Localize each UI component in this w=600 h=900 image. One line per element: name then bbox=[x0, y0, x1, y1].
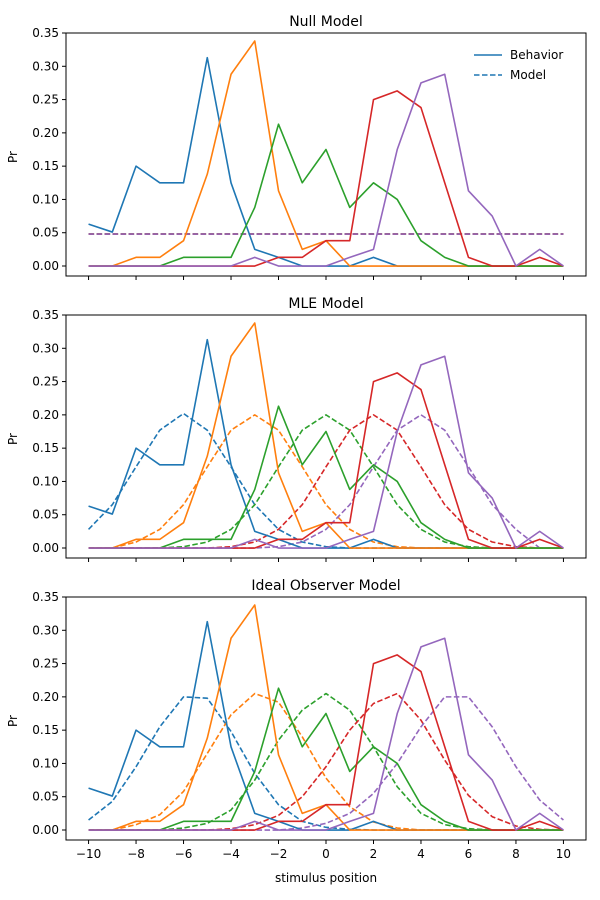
model-line-series-5 bbox=[88, 414, 564, 549]
behavior-line-series-5 bbox=[88, 637, 564, 831]
x-tick-label: 2 bbox=[370, 847, 378, 861]
y-tick-label: 0.30 bbox=[32, 341, 59, 355]
panel-mle-model: MLE Model Pr 0.00 0.05 0.10 0.15 0.20 0.25 0.3… bbox=[6, 296, 587, 562]
x-tick-label: −8 bbox=[127, 847, 145, 861]
tick-group: 0.00 0.05 0.10 0.15 0.20 0.25 0.30 0.35 bbox=[32, 26, 564, 280]
x-axis-label: stimulus position bbox=[275, 871, 377, 885]
x-tick-label: 4 bbox=[417, 847, 425, 861]
behavior-line-series-1 bbox=[88, 338, 564, 549]
panel-title: Null Model bbox=[289, 14, 363, 30]
x-tick-label: −2 bbox=[270, 847, 288, 861]
behavior-line-series-2 bbox=[88, 322, 564, 549]
y-tick-label: 0.00 bbox=[32, 823, 59, 837]
y-axis-label: Pr bbox=[6, 715, 20, 727]
tick-group: 0.00 0.05 0.10 0.15 0.20 0.25 0.30 0.35 bbox=[32, 308, 564, 562]
plot-frame bbox=[65, 596, 587, 841]
y-tick-label: 0.25 bbox=[32, 375, 59, 389]
model-line-series-2 bbox=[88, 414, 564, 549]
behavior-line-series-4 bbox=[88, 372, 564, 549]
panel-title: Ideal Observer Model bbox=[251, 578, 400, 594]
behavior-line-series-3 bbox=[88, 123, 564, 267]
y-tick-label: 0.30 bbox=[32, 623, 59, 637]
model-line-series-4 bbox=[88, 692, 564, 831]
panel-null-model: Null Model Pr 0.000.050.100.150.200.250.… bbox=[6, 14, 587, 280]
plot-frame bbox=[65, 314, 587, 559]
y-tick-label: 0.10 bbox=[32, 192, 59, 206]
behavior-line-series-3 bbox=[88, 687, 564, 831]
y-tick-label: 0.15 bbox=[32, 723, 59, 737]
x-tick-label: 6 bbox=[465, 847, 473, 861]
behavior-line-series-4 bbox=[88, 654, 564, 831]
x-tick-label: 10 bbox=[556, 847, 571, 861]
model-line-series-1 bbox=[87, 412, 564, 549]
y-tick-label: 0.15 bbox=[32, 159, 59, 173]
y-tick-label: 0.25 bbox=[32, 657, 59, 671]
x-tick-label: −6 bbox=[175, 847, 193, 861]
x-tick-label: −10 bbox=[76, 847, 101, 861]
behavior-line-series-5 bbox=[88, 355, 564, 549]
legend-label-model: Model bbox=[510, 68, 546, 82]
model-line-series-3 bbox=[88, 414, 564, 549]
y-tick-label: 0.25 bbox=[32, 93, 59, 107]
series-lines bbox=[88, 40, 564, 267]
x-tick-label: 0 bbox=[322, 847, 330, 861]
y-tick-label: 0.30 bbox=[32, 59, 59, 73]
series-lines bbox=[87, 322, 564, 549]
legend: Behavior Model bbox=[474, 48, 563, 82]
y-tick-label: 0.05 bbox=[32, 226, 59, 240]
y-tick-label: 0.20 bbox=[32, 408, 59, 422]
y-tick-label: 0.10 bbox=[32, 756, 59, 770]
y-axis-label: Pr bbox=[6, 151, 20, 163]
panel-ideal-observer-model: Ideal Observer Model Pr 0.00 0.05 0.10 0.15… bbox=[6, 578, 587, 885]
tick-group: 0.00 0.05 0.10 0.15 0.20 0.25 0.30 0.35 −10 −8 −6 −… bbox=[32, 590, 571, 861]
y-tick-label: 0.35 bbox=[32, 308, 59, 322]
model-line-series-1 bbox=[88, 696, 564, 831]
behavior-line-series-3 bbox=[88, 405, 564, 549]
y-tick-label: 0.00 bbox=[32, 541, 59, 555]
y-tick-label: 0.05 bbox=[32, 508, 59, 522]
x-tick-label: 8 bbox=[512, 847, 520, 861]
y-axis-label: Pr bbox=[6, 433, 20, 445]
model-line-series-4 bbox=[88, 414, 564, 549]
model-line-series-5 bbox=[88, 696, 564, 831]
legend-label-behavior: Behavior bbox=[510, 48, 563, 62]
plot-frame bbox=[65, 32, 587, 277]
series-lines bbox=[88, 604, 564, 831]
behavior-line-series-2 bbox=[88, 604, 564, 831]
y-tick-label: 0.35 bbox=[32, 26, 59, 40]
panel-title: MLE Model bbox=[288, 296, 363, 312]
model-line-series-3 bbox=[88, 692, 564, 831]
y-tick-label: 0.10 bbox=[32, 474, 59, 488]
behavior-line-series-5 bbox=[88, 73, 564, 267]
y-tick-label: 0.35 bbox=[32, 590, 59, 604]
y-tick-label: 0.05 bbox=[32, 790, 59, 804]
x-tick-label: −4 bbox=[222, 847, 240, 861]
y-tick-label: 0.20 bbox=[32, 690, 59, 704]
y-tick-label: 0.00 bbox=[32, 259, 59, 273]
y-tick-label: 0.15 bbox=[32, 441, 59, 455]
behavior-line-series-4 bbox=[88, 90, 564, 267]
y-tick-label: 0.20 bbox=[32, 126, 59, 140]
